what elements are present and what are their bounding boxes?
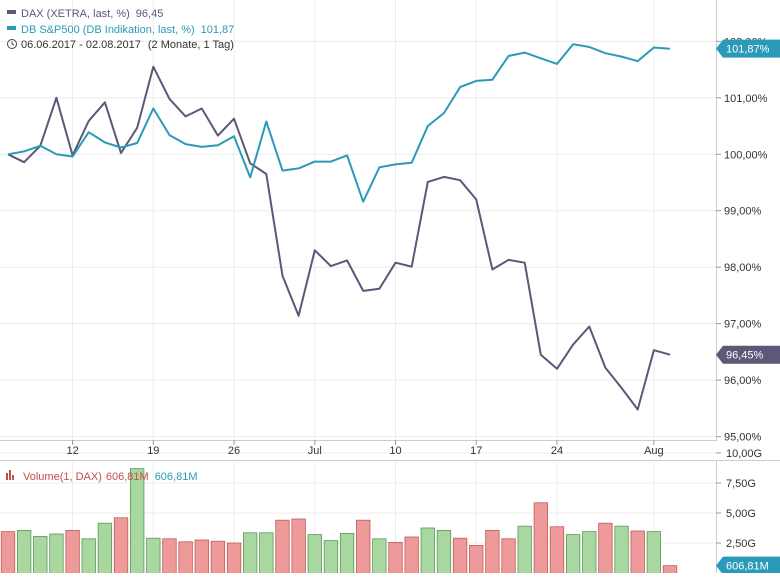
end-tag-label: 96,45% <box>726 350 764 362</box>
volume-bar <box>485 530 500 576</box>
y-tick-label: 101,00% <box>724 93 768 105</box>
y-tick-label: 97,00% <box>724 319 762 331</box>
y-tick-label: 96,00% <box>724 375 762 387</box>
volume-bar <box>565 534 581 576</box>
volume-bar <box>646 531 662 576</box>
volume-bar <box>81 538 96 576</box>
sp500-legend-swatch <box>7 26 16 30</box>
sp500-legend-label: DB S&P500 (DB Indikation, last, %) 101,87 <box>21 24 234 36</box>
volume-bar <box>436 530 452 576</box>
volume-bar <box>630 530 645 576</box>
volume-bar <box>194 539 209 576</box>
axis-layer: 95,00%96,00%97,00%98,00%99,00%100,00%101… <box>66 36 780 575</box>
end-tag-label: 101,87% <box>726 44 770 56</box>
volume-end-tag-label: 606,81M <box>726 561 769 573</box>
volume-bar <box>243 532 258 576</box>
date-range-label: 06.06.2017 - 02.08.2017 (2 Monate, 1 Tag) <box>21 39 234 51</box>
volume-bar <box>469 545 484 576</box>
volume-legend: Volume(1, DAX) 606,81M 606,81M <box>6 470 198 483</box>
volume-bar <box>549 526 565 576</box>
volume-bar <box>404 536 419 576</box>
sp500-end-tag: 101,87% <box>716 39 780 58</box>
x-tick-label: Jul <box>308 445 322 457</box>
y-tick-label: 99,00% <box>724 206 762 218</box>
volume-bar <box>291 518 306 576</box>
volume-bar <box>614 525 629 576</box>
x-tick-label: 10 <box>389 445 401 457</box>
volume-bar <box>33 536 48 576</box>
volume-bar <box>372 538 387 576</box>
volume-bar <box>452 537 468 576</box>
dax-legend-swatch <box>7 10 16 14</box>
end-tag-shape <box>716 345 780 364</box>
bar-chart-icon <box>6 470 14 480</box>
volume-bar <box>582 531 597 576</box>
x-tick-label: Aug <box>644 445 664 457</box>
volume-end-tag: 606,81M <box>716 556 780 575</box>
volume-bar <box>210 540 226 576</box>
volume-end-tag-shape <box>716 556 780 575</box>
clock-icon <box>7 39 17 49</box>
volume-bar <box>420 527 435 576</box>
volume-bar <box>598 522 613 576</box>
volume-layer <box>0 468 678 576</box>
volume-bar <box>130 468 145 576</box>
x-tick-label: 17 <box>470 445 482 457</box>
volume-bar <box>501 538 516 576</box>
volume-bar <box>146 537 161 576</box>
volume-y-tick-label: 5,00G <box>726 508 756 520</box>
series-layer <box>7 43 671 411</box>
x-tick-label: 24 <box>551 445 563 457</box>
volume-bar <box>113 517 129 576</box>
y-axis-panel <box>716 0 780 440</box>
x-tick-label: 19 <box>147 445 159 457</box>
volume-y-tick-label: 2,50G <box>726 538 756 550</box>
y-tick-label: 100,00% <box>724 149 768 161</box>
dax-legend-label: DAX (XETRA, last, %) 96,45 <box>21 8 163 20</box>
volume-bar <box>307 534 322 576</box>
volume-bar <box>226 542 242 576</box>
volume-bar <box>388 542 403 576</box>
volume-bar <box>662 565 678 576</box>
end-tag-shape <box>716 39 780 58</box>
volume-bar <box>0 531 16 576</box>
volume-legend-label: Volume(1, DAX) 606,81M 606,81M <box>23 471 198 483</box>
volume-bar <box>65 530 80 576</box>
volume-bar <box>16 530 32 576</box>
sp500-line <box>7 43 671 203</box>
x-tick-label: 26 <box>228 445 240 457</box>
volume-bar <box>323 540 339 576</box>
y-tick-label: 98,00% <box>724 262 762 274</box>
volume-bar <box>517 525 532 576</box>
volume-bar <box>533 502 548 576</box>
volume-bar <box>178 541 193 576</box>
dax-end-tag: 96,45% <box>716 345 780 364</box>
volume-y-tick-label: 7,50G <box>726 478 756 490</box>
x-tick-label: 12 <box>66 445 78 457</box>
volume-bar <box>259 532 274 576</box>
volume-bar <box>275 519 290 576</box>
volume-bar <box>356 519 371 576</box>
y-tick-label: 95,00% <box>724 432 762 444</box>
volume-bar <box>162 538 177 576</box>
volume-bar <box>339 533 355 576</box>
volume-bar <box>49 533 64 576</box>
dax-line <box>7 65 671 411</box>
volume-y-tick-label: 10,00G <box>726 448 762 460</box>
x-axis-band <box>0 441 780 461</box>
volume-bar <box>97 522 113 576</box>
legend: DAX (XETRA, last, %) 96,45 DB S&P500 (DB … <box>7 8 234 51</box>
